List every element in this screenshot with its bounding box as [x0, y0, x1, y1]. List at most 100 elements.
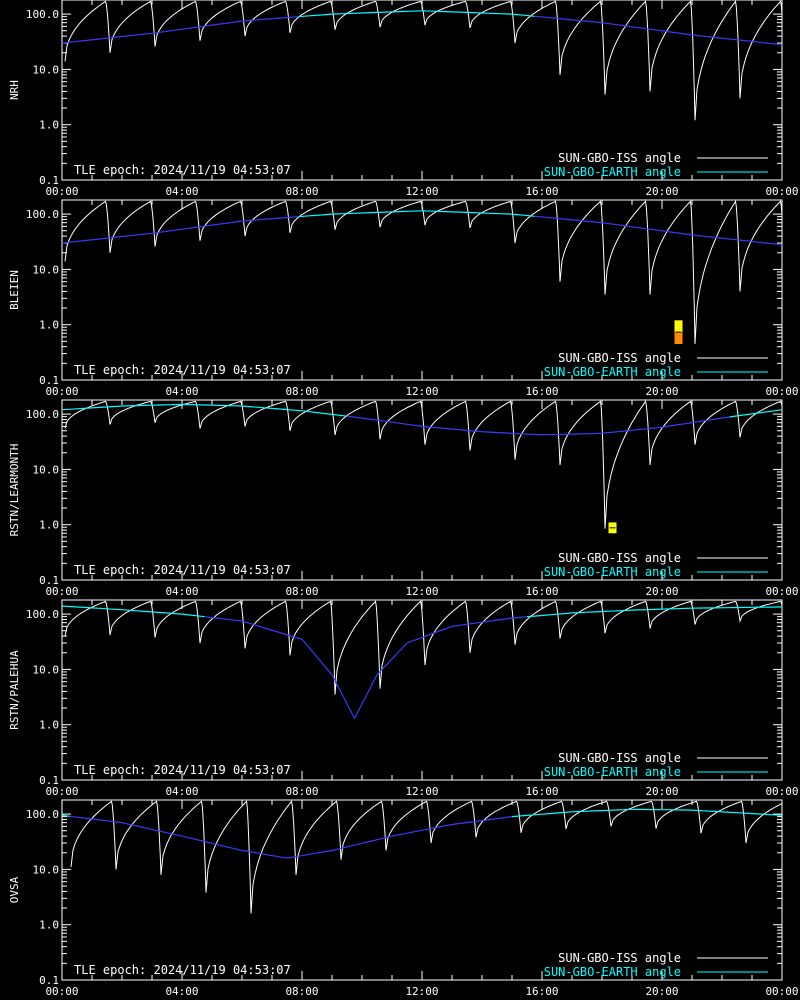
y-tick-label: 10.0	[33, 263, 60, 276]
series-sun-gbo-earth-angle-segment	[549, 613, 558, 616]
series-sun-gbo-earth-angle-segment	[511, 213, 524, 216]
series-sun-gbo-earth-angle-segment	[253, 18, 265, 21]
series-sun-gbo-earth-angle-segment	[564, 612, 573, 615]
series-sun-gbo-earth-angle-segment	[234, 619, 243, 622]
panel-2: 0.1 1.0 10.0 100.0 00:00 04:00 08:00 12:00 16:00…	[8, 199, 799, 398]
series-sun-gbo-earth-angle-segment	[387, 658, 393, 664]
x-tick-label: 08:00	[285, 185, 318, 198]
series-sun-gbo-earth-angle-segment	[523, 14, 535, 17]
series-sun-gbo-earth-angle-segment	[434, 629, 442, 634]
series-sun-gbo-earth-angle-segment	[309, 214, 321, 217]
series-sun-gbo-earth-angle-segment	[440, 627, 447, 632]
series-sun-gbo-earth-angle-segment	[459, 821, 468, 825]
series-sun-gbo-earth-angle-segment	[376, 419, 385, 422]
y-tick-label: 1.0	[39, 319, 59, 332]
series-sun-gbo-earth-angle-segment	[748, 40, 760, 43]
series-sun-gbo-earth-angle-segment	[324, 665, 329, 671]
series-sun-gbo-earth-angle-segment	[346, 844, 355, 848]
series-sun-gbo-earth-angle-segment	[526, 814, 535, 816]
legend-label: SUN-GBO-ISS angle	[558, 551, 681, 565]
series-sun-gbo-earth-angle-segment	[136, 825, 145, 829]
series-sun-gbo-earth-angle-segment	[691, 809, 704, 812]
panel-4: 0.1 1.0 10.0 100.0 00:00 04:00 08:00 12:00 16:00…	[8, 599, 799, 798]
series-sun-gbo-earth-angle-segment	[351, 712, 356, 719]
series-sun-gbo-earth-angle-segment	[226, 618, 235, 621]
series-sun-gbo-earth-angle-segment	[264, 17, 276, 20]
series-sun-gbo-earth-angle-segment	[466, 820, 475, 824]
series-sun-gbo-earth-angle-segment	[294, 636, 303, 640]
series-sun-gbo-earth-angle-segment	[241, 405, 250, 408]
series-sun-gbo-earth-angle-segment	[556, 17, 569, 21]
x-tick-label: 12:00	[405, 185, 438, 198]
series-sun-gbo-earth-angle-segment	[376, 670, 382, 676]
series-sun-gbo-earth-angle-segment	[414, 829, 423, 833]
series-sun-gbo-earth-angle-segment	[286, 856, 293, 859]
series-sun-gbo-earth-angle-segment	[348, 707, 353, 714]
series-sun-gbo-earth-angle-segment	[247, 850, 254, 853]
x-tick-label: 04:00	[165, 985, 198, 998]
series-sun-gbo-earth-angle-segment	[270, 854, 276, 857]
series-sun-gbo-earth-angle-segment	[624, 429, 633, 432]
series-sun-gbo-earth-angle-segment	[264, 853, 271, 856]
x-tick-label: 00:00	[765, 585, 798, 598]
panel-3: 0.1 1.0 10.0 100.0 00:00 04:00 08:00 12:00 16:00…	[8, 399, 799, 598]
series-sun-gbo-iss-angle	[64, 400, 782, 529]
y-axis-label: OVSA	[8, 876, 21, 903]
x-tick-label: 04:00	[165, 385, 198, 398]
series-sun-gbo-earth-angle-segment	[365, 11, 378, 14]
x-tick-label: 04:00	[165, 785, 198, 798]
series-sun-gbo-earth-angle-segment	[84, 238, 96, 242]
series-sun-gbo-earth-angle-segment	[770, 814, 782, 816]
series-sun-gbo-earth-angle-segment	[76, 407, 85, 410]
curves	[62, 800, 782, 914]
series-sun-gbo-earth-angle-segment	[635, 226, 648, 230]
series-sun-gbo-earth-angle-segment	[568, 218, 580, 222]
series-sun-gbo-earth-angle-segment	[309, 14, 321, 17]
series-sun-gbo-earth-angle-segment	[436, 825, 445, 828]
x-tick-label: 16:00	[525, 585, 558, 598]
series-sun-gbo-earth-angle-segment	[423, 634, 430, 638]
series-sun-gbo-earth-angle-segment	[380, 666, 385, 672]
series-sun-gbo-earth-angle-segment	[271, 407, 280, 410]
series-sun-gbo-earth-angle-segment	[69, 605, 78, 608]
series-sun-gbo-earth-angle-segment	[729, 415, 738, 418]
series-sun-gbo-earth-angle-segment	[721, 416, 730, 419]
series-sun-gbo-earth-angle-segment	[166, 612, 175, 615]
series-sun-gbo-earth-angle-segment	[748, 240, 760, 243]
series-sun-gbo-earth-angle-segment	[279, 631, 288, 636]
y-tick-label: 10.0	[33, 863, 60, 876]
series-sun-gbo-earth-angle-segment	[639, 428, 648, 431]
series-sun-gbo-earth-angle-segment	[770, 242, 782, 246]
series-sun-gbo-earth-angle-segment	[676, 423, 685, 426]
legend-label: SUN-GBO-EARTH angle	[544, 965, 681, 979]
series-sun-gbo-earth-angle-segment	[579, 219, 591, 223]
series-sun-gbo-earth-angle-segment	[744, 413, 753, 416]
series-sun-gbo-earth-angle-segment	[369, 418, 378, 421]
series-sun-gbo-earth-angle-segment	[219, 222, 231, 225]
series-sun-gbo-earth-angle-segment	[511, 13, 524, 16]
series-sun-gbo-earth-angle-segment	[249, 622, 258, 627]
series-sun-gbo-earth-angle-segment	[62, 41, 74, 44]
series-sun-gbo-earth-angle-segment	[106, 236, 119, 239]
series-sun-gbo-earth-angle-segment	[106, 820, 115, 823]
y-tick-label: 0.1	[39, 574, 59, 587]
legend-label: SUN-GBO-ISS angle	[558, 951, 681, 965]
event-marker-lower	[674, 332, 683, 344]
series-sun-gbo-earth-angle-segment	[399, 422, 408, 425]
series-sun-gbo-earth-angle-segment	[196, 225, 209, 228]
series-sun-gbo-earth-angle-segment	[301, 410, 310, 413]
series-sun-gbo-earth-angle-segment	[466, 211, 479, 214]
series-sun-gbo-earth-angle-segment	[418, 636, 425, 640]
series-sun-gbo-earth-angle-segment	[62, 605, 70, 608]
series-sun-gbo-earth-angle-segment	[106, 405, 115, 408]
y-axis-label: RSTN/PALEHUA	[8, 650, 21, 730]
y-tick-label: 100.0	[26, 8, 59, 21]
curves	[62, 600, 782, 719]
series-sun-gbo-earth-angle-segment	[129, 233, 141, 237]
series-sun-gbo-earth-angle-segment	[646, 28, 659, 31]
series-sun-gbo-earth-angle-segment	[208, 23, 220, 27]
series-sun-gbo-earth-angle-segment	[669, 231, 681, 234]
series-sun-gbo-earth-angle-segment	[635, 26, 648, 30]
series-sun-gbo-earth-angle-segment	[373, 674, 378, 681]
y-tick-label: 1.0	[39, 119, 59, 132]
